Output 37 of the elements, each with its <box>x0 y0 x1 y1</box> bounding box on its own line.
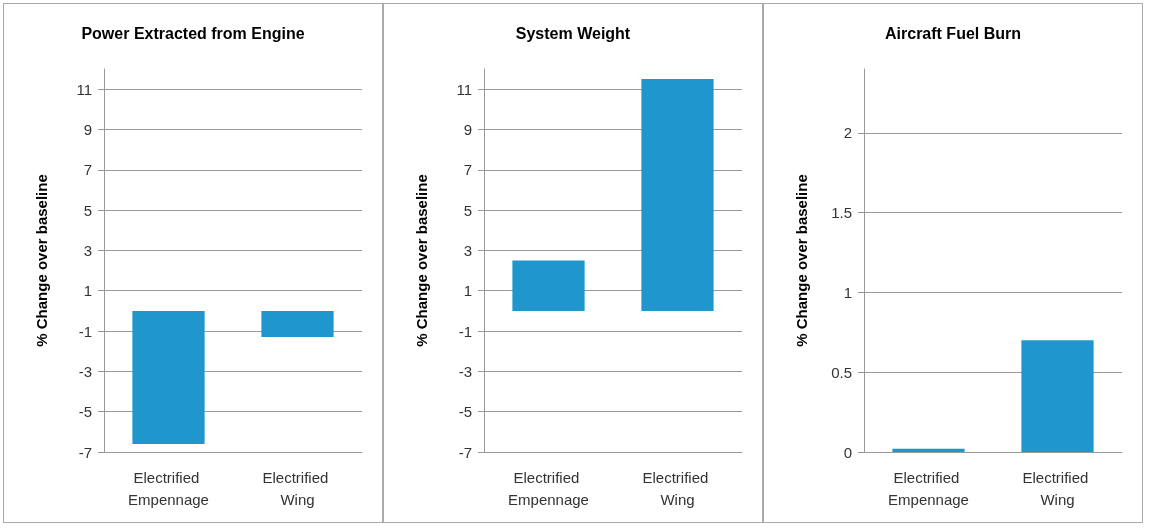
y-tick-label: 11 <box>76 80 92 98</box>
y-axis-title: % Change over baseline <box>793 174 810 347</box>
y-tick-label: 9 <box>463 120 472 138</box>
y-tick-label: 0 <box>843 443 852 461</box>
y-tick-label: 7 <box>83 161 92 179</box>
y-tick-label: -5 <box>78 403 92 421</box>
x-tick-label: Electrified Empennage <box>888 468 969 508</box>
x-tick-label: Electrified Empennage <box>128 468 209 508</box>
y-tick-label: 1 <box>83 282 92 300</box>
y-tick-label: -1 <box>458 322 472 340</box>
y-tick-label: -3 <box>458 362 472 380</box>
y-tick-label: -7 <box>458 443 472 461</box>
y-axis-title: % Change over baseline <box>33 174 50 347</box>
chart-title: System Weight <box>515 24 631 42</box>
y-tick-label: 7 <box>463 161 472 179</box>
y-axis-title: % Change over baseline <box>413 174 430 347</box>
y-tick-label: -3 <box>78 362 92 380</box>
x-tick-label: Electrified Wing <box>642 468 713 508</box>
y-tick-label: 1.5 <box>831 204 852 222</box>
x-tick-label: Electrified Wing <box>1022 468 1093 508</box>
y-tick-label: -1 <box>78 322 92 340</box>
y-tick-label: 1 <box>463 282 472 300</box>
x-tick-label: Electrified Wing <box>262 468 333 508</box>
y-tick-label: 5 <box>463 201 472 219</box>
y-tick-label: 9 <box>83 120 92 138</box>
y-tick-label: 1 <box>843 283 852 301</box>
y-tick-label: -7 <box>78 443 92 461</box>
y-tick-label: -5 <box>458 403 472 421</box>
x-tick-label: Electrified Empennage <box>508 468 589 508</box>
y-tick-label: 3 <box>463 241 472 259</box>
y-tick-label: 0.5 <box>831 363 852 381</box>
chart-title: Aircraft Fuel Burn <box>884 24 1022 42</box>
y-tick-label: 2 <box>843 124 852 142</box>
y-tick-label: 5 <box>83 201 92 219</box>
chart-title: Power Extracted from Engine <box>81 24 305 42</box>
y-tick-label: 11 <box>456 80 472 98</box>
y-tick-label: 3 <box>83 241 92 259</box>
